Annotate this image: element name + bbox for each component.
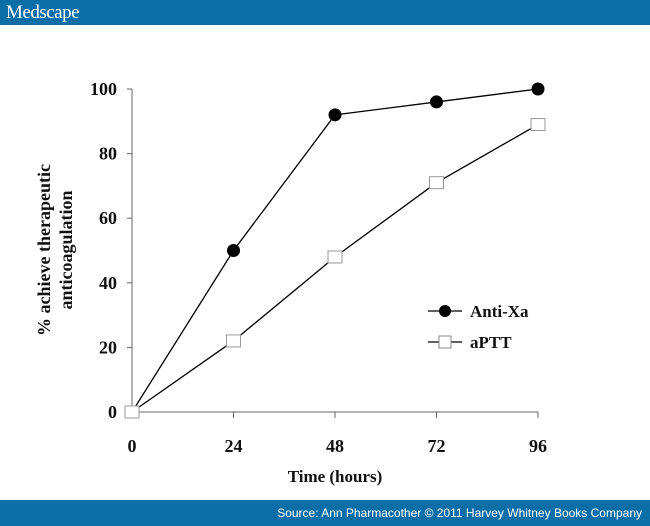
data-point-anti-xa — [531, 82, 545, 96]
y-tick-label: 100 — [90, 79, 117, 99]
data-point-aptt — [530, 118, 546, 132]
header-bar: Medscape — [0, 0, 650, 25]
legend-anti-xa-label: Anti-Xa — [470, 302, 529, 321]
y-tick-label: 40 — [99, 273, 117, 293]
x-tick-label: 72 — [428, 436, 446, 456]
legend-aptt-label: aPTT — [470, 333, 512, 352]
data-point-aptt — [327, 250, 343, 264]
y-axis-label-line2: anticoagulation — [56, 190, 76, 309]
y-tick-label: 60 — [99, 208, 117, 228]
y-tick-label: 80 — [99, 144, 117, 164]
x-axis-label: Time (hours) — [288, 467, 383, 486]
y-axis-label-line1: % achieve therapeutic — [34, 164, 54, 336]
data-point-anti-xa — [227, 244, 240, 257]
chart: % achieve therapeutic anticoagulation Ti… — [34, 79, 547, 486]
data-point-anti-xa — [430, 95, 443, 109]
y-tick-label: 0 — [108, 402, 117, 422]
series-line-aptt — [131, 123, 539, 413]
legend: Anti-Xa aPTT — [428, 302, 529, 352]
x-tick-label: 0 — [128, 436, 137, 456]
data-point-aptt — [429, 176, 444, 190]
legend-anti-xa-marker — [439, 305, 451, 317]
footer-bar: Source: Ann Pharmacother © 2011 Harvey W… — [0, 500, 650, 526]
data-point-aptt — [226, 334, 241, 348]
x-tick-label: 24 — [225, 436, 243, 456]
y-tick-label: 20 — [99, 337, 117, 357]
legend-aptt-marker — [438, 335, 452, 349]
source-citation: Source: Ann Pharmacother © 2011 Harvey W… — [277, 506, 642, 520]
data-point-aptt — [124, 405, 140, 419]
x-tick-label: 48 — [326, 436, 344, 456]
medscape-logo: Medscape — [6, 2, 80, 23]
x-tick-label: 96 — [529, 436, 547, 456]
data-point-anti-xa — [328, 108, 342, 122]
